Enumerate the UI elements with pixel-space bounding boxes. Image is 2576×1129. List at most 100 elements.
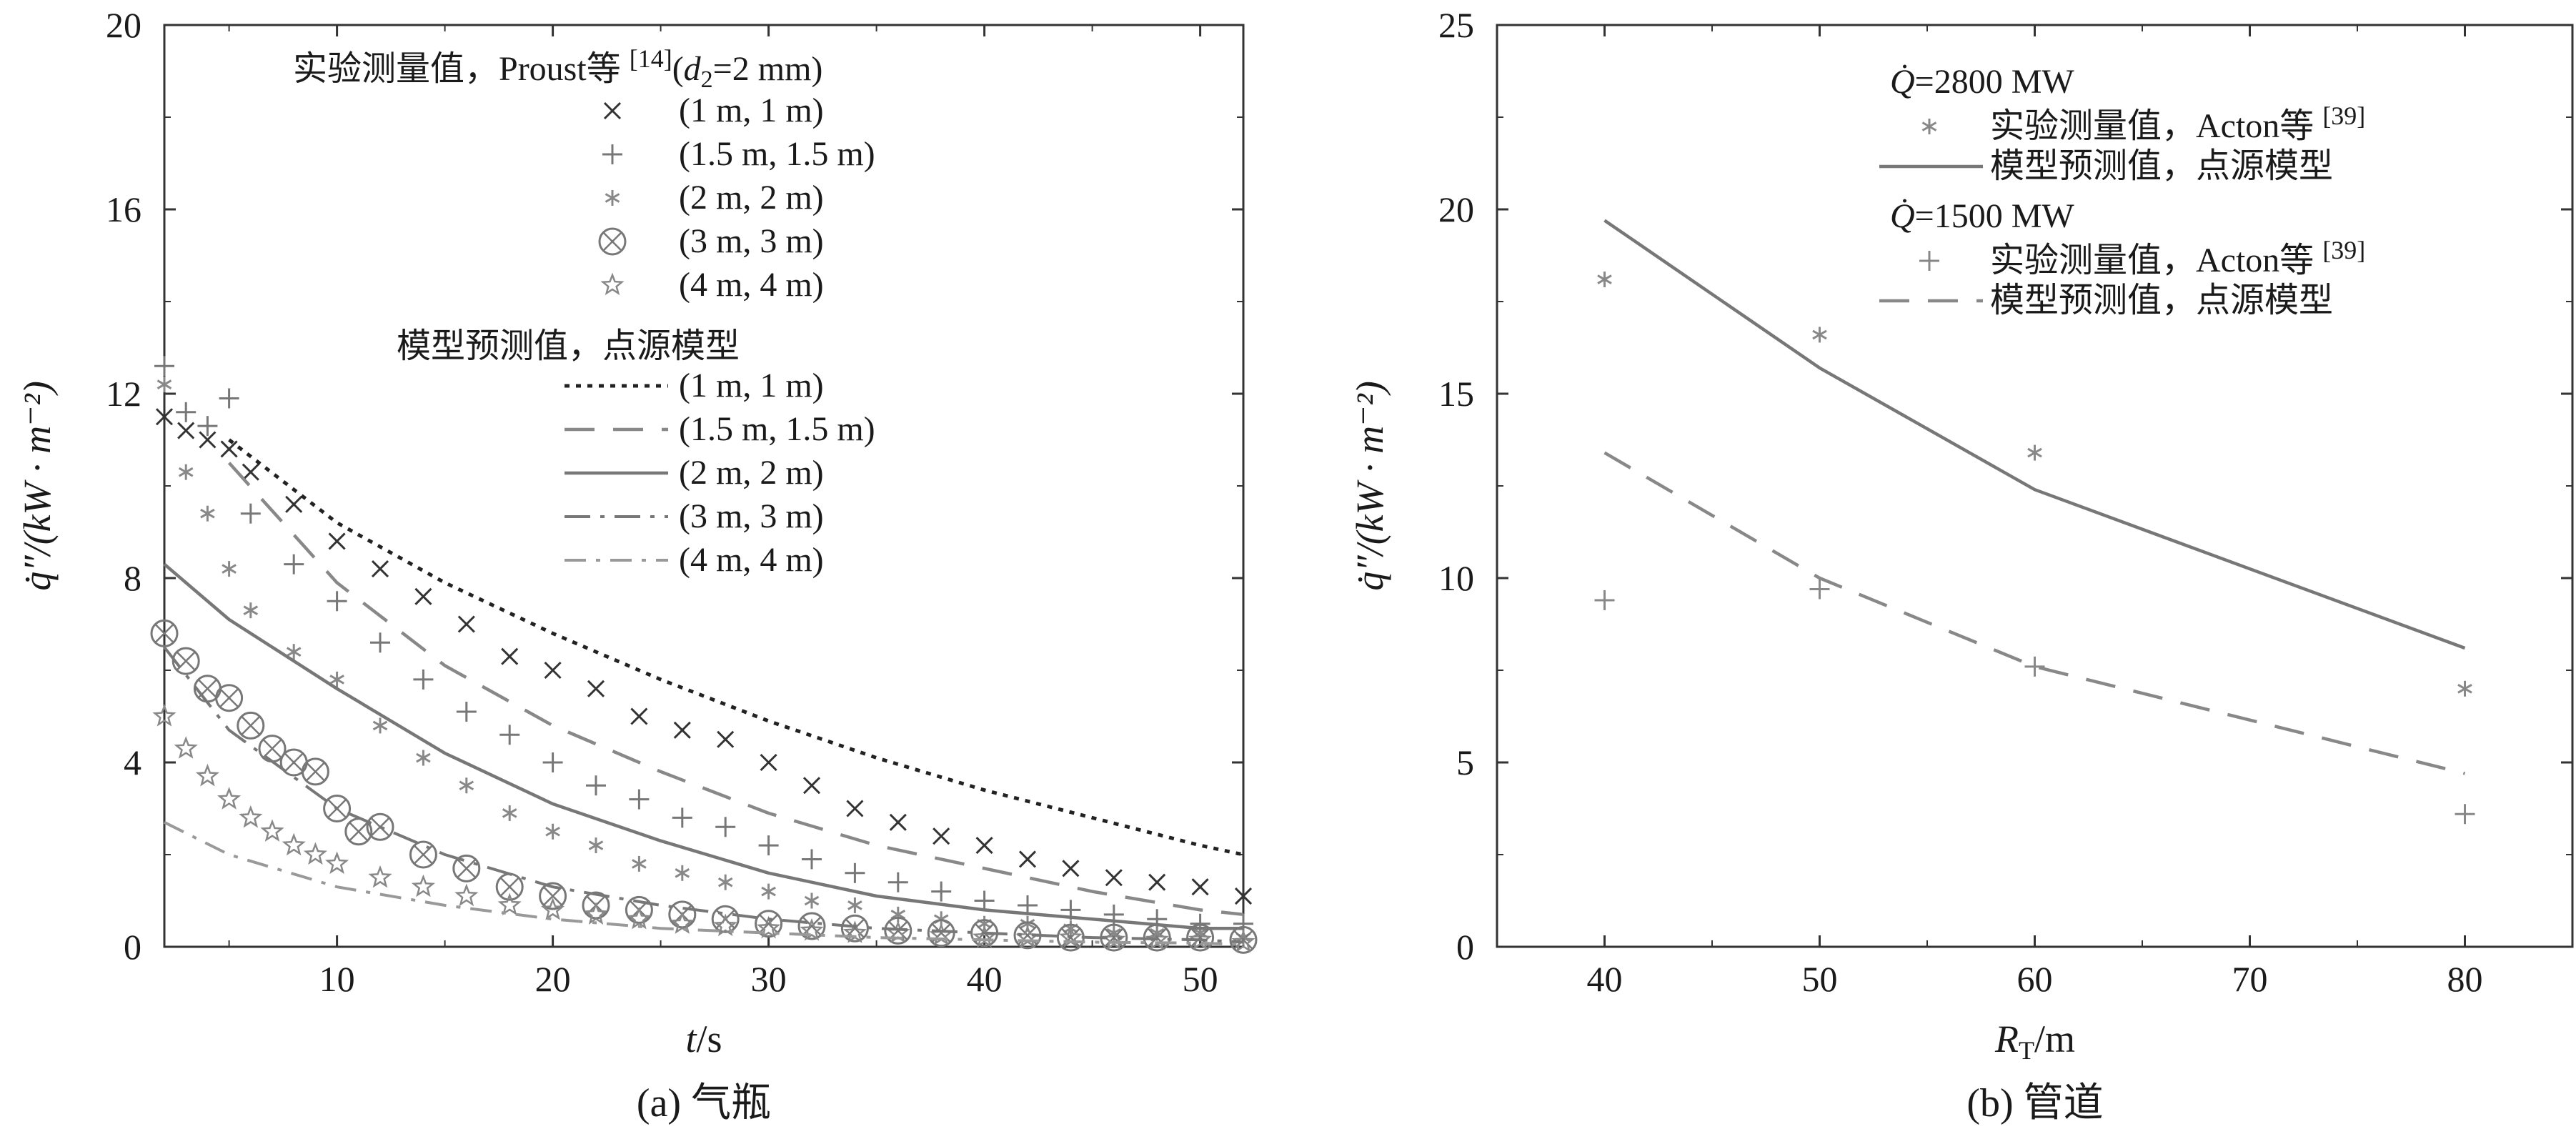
data-point-a-0: [155, 408, 174, 426]
data-point-a-3: [215, 684, 244, 712]
legend-label-a-3: (3 m, 3 m): [679, 222, 824, 260]
data-point-a-0: [717, 730, 735, 748]
data-point-a-1: [715, 817, 736, 837]
data-point-a-1: [176, 402, 197, 422]
data-point-a-4: [800, 917, 824, 941]
legend-label-a-1: (1.5 m, 1.5 m): [679, 135, 875, 173]
data-point-a-0: [933, 827, 950, 845]
data-point-a-4: [282, 832, 306, 856]
data-point-a-2: [804, 892, 820, 909]
data-point-a-1: [758, 835, 779, 856]
data-point-a-1: [327, 591, 347, 612]
legend-header-1500-b: Q̇=1500 MW: [1890, 197, 2074, 235]
data-point-a-2: [632, 855, 647, 872]
legend-experiment-entries-a: (1 m, 1 m) (1.5 m, 1.5 m) (2 m, 2 m) (3 m, …: [598, 91, 875, 304]
y-axis-label-b: q̇″/(kW · m⁻²): [1348, 381, 1391, 591]
legend-header-model-a: 模型预测值，点源模型: [397, 327, 740, 365]
data-point-a-0: [501, 647, 519, 665]
model-line-a-9: [164, 821, 1244, 946]
data-point-b-0: [2457, 680, 2472, 697]
x-tick-label-a: 10: [319, 959, 355, 999]
data-point-a-2: [243, 602, 259, 619]
data-point-a-2: [717, 874, 733, 890]
y-tick-label-a: 12: [106, 374, 141, 414]
x-tick-label-a: 40: [967, 959, 1003, 999]
data-point-a-1: [1018, 895, 1038, 915]
data-point-a-1: [974, 890, 995, 911]
legend-header-experiment-a: 实验测量值，Proust等 [14](d2=2 mm): [293, 44, 822, 93]
data-point-a-3: [452, 854, 481, 882]
x-tick-label-b: 80: [2447, 959, 2483, 999]
data-point-a-4: [1188, 927, 1213, 950]
legend-model-entries-a: (1 m, 1 m) (1.5 m, 1.5 m) (2 m, 2 m) (3 m, …: [565, 367, 875, 579]
y-tick-label-a: 0: [124, 927, 141, 967]
data-point-a-2: [761, 883, 776, 900]
data-point-a-2: [847, 897, 862, 913]
data-point-a-2: [178, 464, 194, 480]
legend-label-a-4: (4 m, 4 m): [679, 266, 824, 304]
svg-text:q̇″/(kW · m⁻²): q̇″/(kW · m⁻²): [16, 381, 59, 591]
y-tick-label-b: 5: [1456, 742, 1474, 782]
data-point-b-0: [1812, 327, 1827, 343]
y-axis-label-a: q̇″/(kW · m⁻²): [16, 381, 59, 591]
data-point-a-0: [220, 440, 238, 458]
data-point-a-3: [711, 905, 740, 933]
legend-marker-a-0: [603, 101, 622, 120]
data-point-a-2: [416, 750, 431, 766]
data-point-a-4: [627, 906, 651, 930]
data-point-a-0: [760, 753, 777, 772]
model-line-b-1: [1603, 219, 2466, 650]
legend-label-b-0: 实验测量值，Acton等 [39]: [1990, 101, 2365, 145]
data-point-a-0: [242, 463, 259, 481]
data-point-a-2: [588, 837, 604, 854]
data-point-a-4: [152, 704, 176, 727]
data-point-a-2: [222, 561, 237, 577]
x-tick-label-a: 20: [535, 959, 571, 999]
data-point-a-3: [301, 757, 329, 786]
data-point-a-1: [629, 789, 650, 810]
data-point-a-0: [1234, 887, 1253, 905]
experiment-series-a-1: [154, 356, 1253, 934]
y-tick-label-b: 10: [1438, 558, 1474, 598]
x-tick-label-a: 30: [751, 959, 787, 999]
data-point-b-2: [1809, 579, 1830, 600]
data-point-a-1: [887, 872, 908, 892]
svg-text:q̇″/(kW · m⁻²): q̇″/(kW · m⁻²): [1348, 381, 1391, 591]
data-point-a-0: [457, 615, 475, 633]
data-point-b-0: [1597, 272, 1612, 288]
data-point-a-4: [325, 851, 349, 875]
data-point-a-4: [303, 842, 327, 865]
data-point-a-3: [150, 619, 179, 647]
legend-marker-b-0: [1921, 119, 1937, 134]
data-point-a-0: [1062, 860, 1080, 877]
data-point-a-1: [370, 632, 390, 653]
data-point-a-2: [459, 777, 474, 794]
data-point-b-2: [1594, 590, 1615, 610]
data-point-a-3: [409, 840, 437, 869]
data-point-b-2: [2024, 656, 2045, 677]
data-point-a-4: [454, 883, 479, 907]
data-point-a-0: [1148, 873, 1166, 891]
model-line-a-7: [163, 562, 1243, 930]
data-point-a-4: [368, 865, 392, 888]
legend-marker-a-4: [600, 272, 625, 296]
data-point-a-0: [328, 532, 346, 550]
data-point-a-0: [1105, 869, 1123, 887]
data-point-a-4: [411, 874, 436, 897]
data-point-a-4: [757, 915, 781, 939]
data-point-b-0: [2027, 444, 2042, 461]
data-point-a-0: [673, 721, 691, 739]
legend-a: 实验测量值，Proust等 [14](d2=2 mm) (1 m, 1 m)(1…: [293, 44, 875, 579]
data-point-a-0: [285, 495, 303, 513]
data-point-a-1: [931, 881, 952, 902]
legend-marker-b-2: [1919, 251, 1939, 271]
data-point-a-0: [587, 680, 605, 697]
legend-entries-b: 实验测量值，Acton等 [39]模型预测值，点源模型实验测量值，Acton等 …: [1879, 101, 2365, 319]
data-point-a-0: [975, 837, 993, 855]
data-point-a-4: [670, 911, 695, 934]
data-point-a-1: [542, 752, 563, 772]
data-point-a-4: [217, 787, 242, 810]
y-tick-label-b: 15: [1438, 374, 1474, 414]
experiment-series-a-0: [155, 408, 1253, 905]
legend-label-a-9: (4 m, 4 m): [679, 541, 824, 579]
